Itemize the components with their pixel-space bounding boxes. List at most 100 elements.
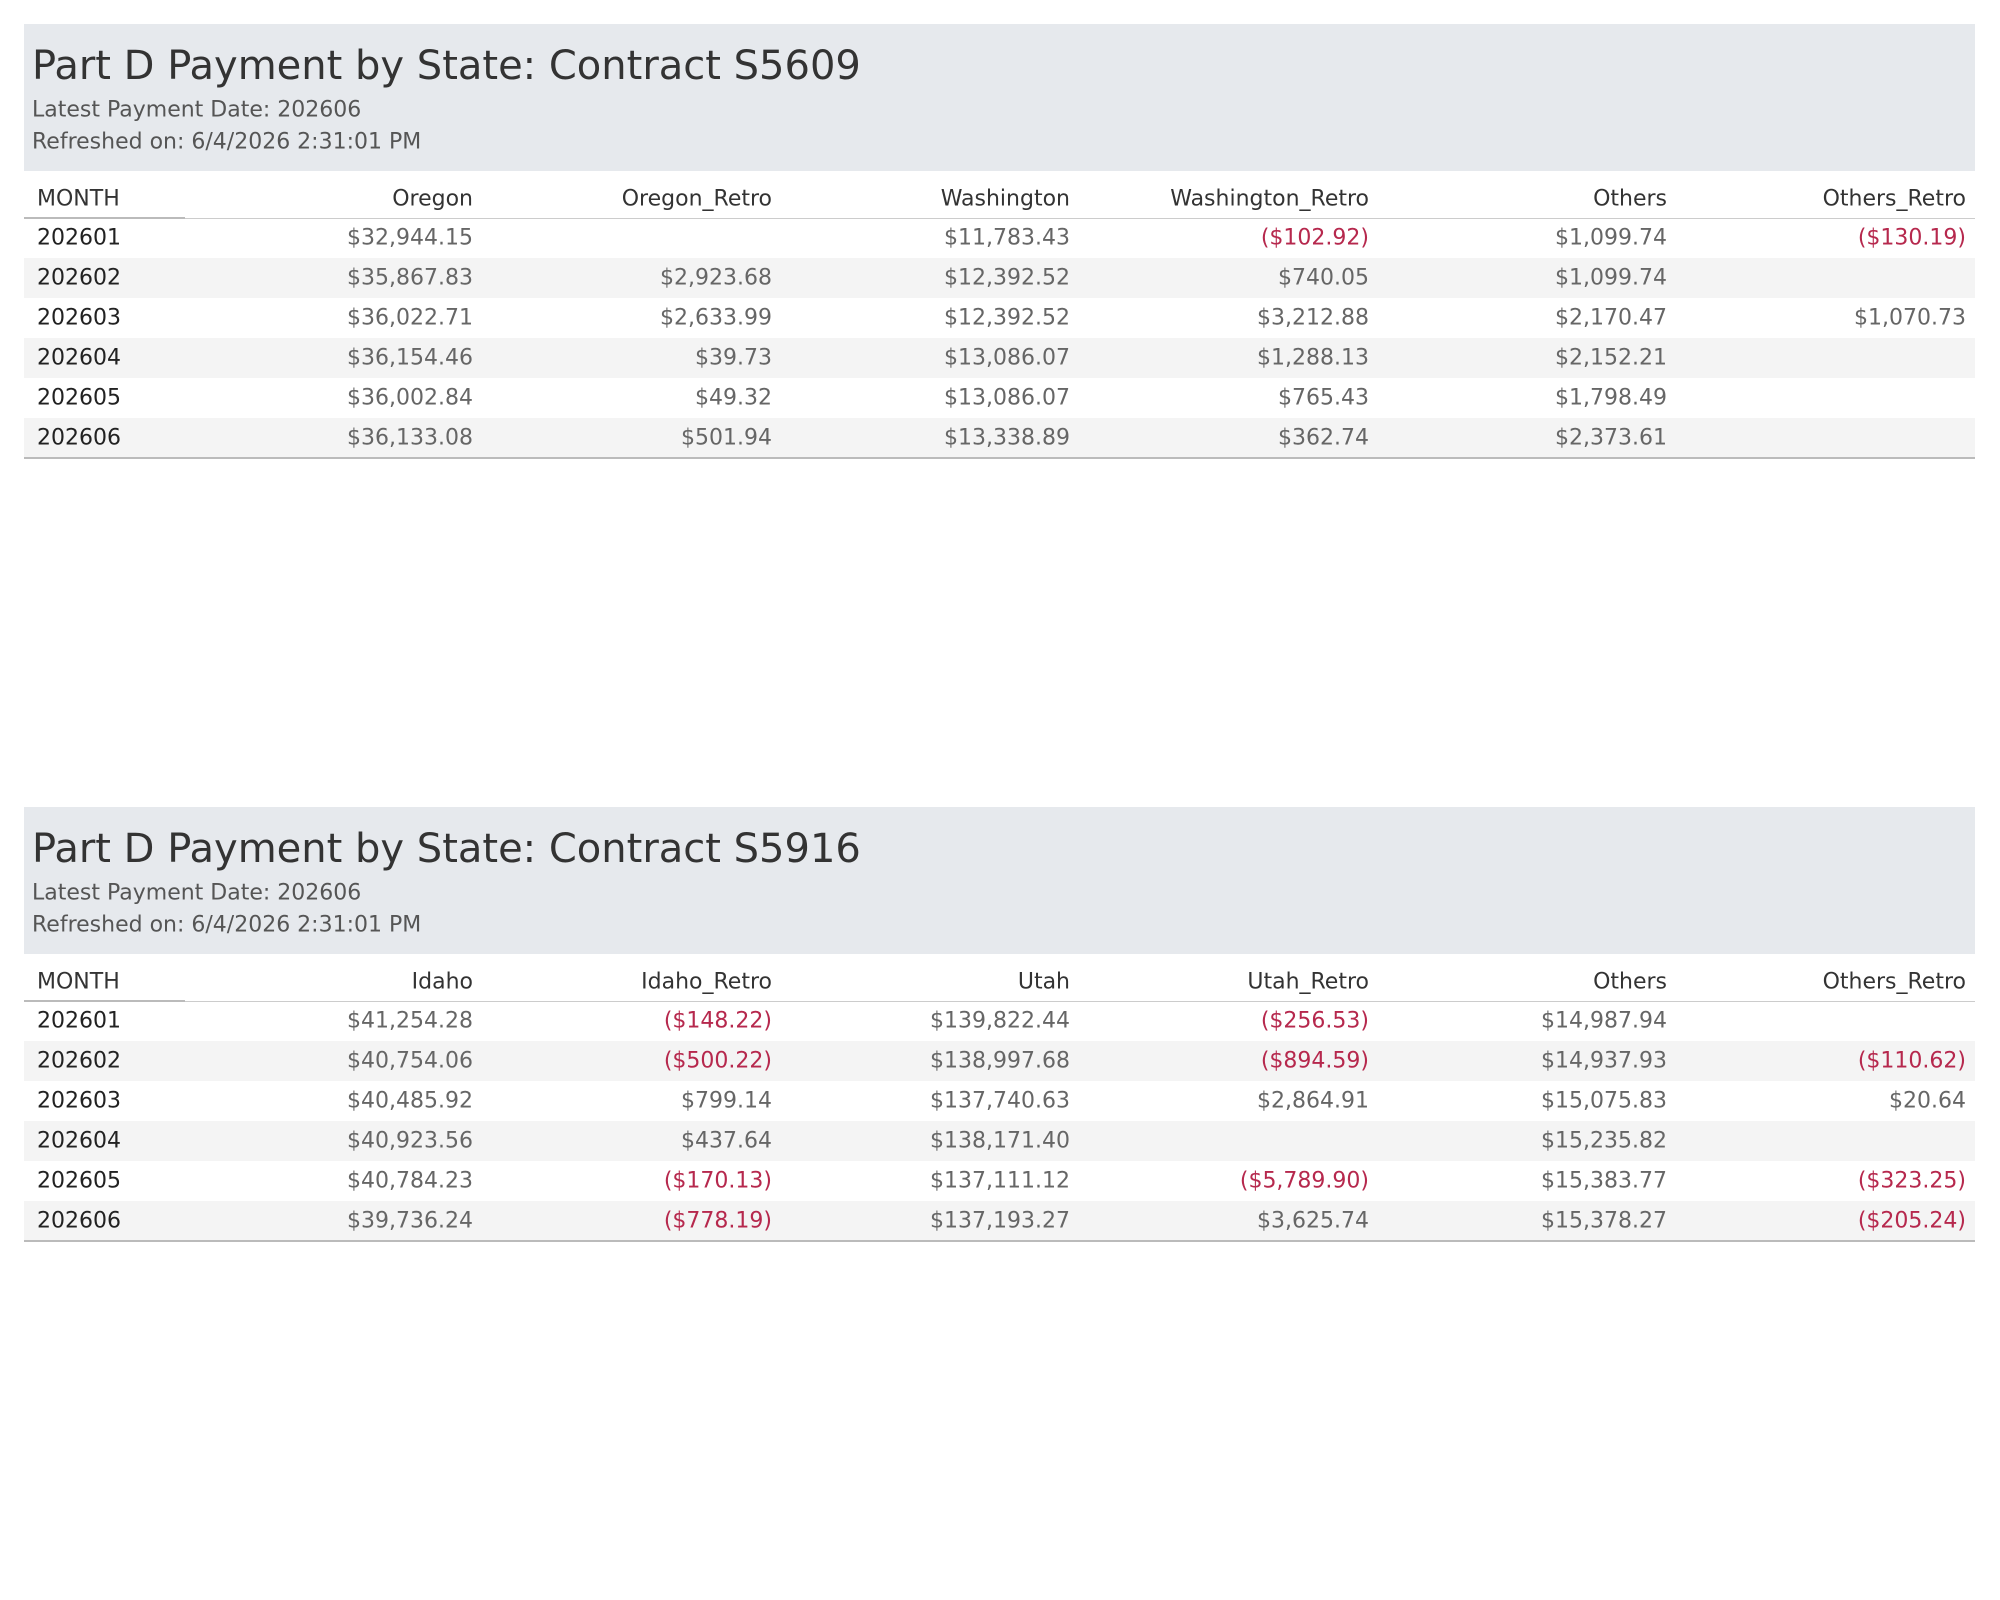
month-cell: 202605 bbox=[37, 385, 121, 411]
value-cell: $13,338.89 bbox=[944, 425, 1070, 451]
value-cell: ($778.19) bbox=[663, 1208, 772, 1234]
column-header: Oregon_Retro bbox=[621, 186, 772, 212]
row-band bbox=[24, 1041, 1975, 1081]
value-cell: $137,193.27 bbox=[930, 1208, 1070, 1234]
value-cell: ($205.24) bbox=[1857, 1208, 1966, 1234]
value-cell: ($256.53) bbox=[1260, 1008, 1369, 1034]
value-cell: $15,378.27 bbox=[1541, 1208, 1667, 1234]
value-cell: $40,923.56 bbox=[347, 1128, 473, 1154]
row-band bbox=[24, 338, 1975, 378]
value-cell: $2,170.47 bbox=[1555, 305, 1667, 331]
month-cell: 202601 bbox=[37, 225, 121, 251]
value-cell: $3,212.88 bbox=[1257, 305, 1369, 331]
value-cell: $2,864.91 bbox=[1257, 1088, 1369, 1114]
value-cell: $138,997.68 bbox=[930, 1048, 1070, 1074]
value-cell: $41,254.28 bbox=[347, 1008, 473, 1034]
value-cell: $13,086.07 bbox=[944, 385, 1070, 411]
value-cell: ($894.59) bbox=[1260, 1048, 1369, 1074]
value-cell: ($323.25) bbox=[1857, 1168, 1966, 1194]
value-cell: $39,736.24 bbox=[347, 1208, 473, 1234]
column-header: Others_Retro bbox=[1822, 186, 1966, 212]
value-cell: $12,392.52 bbox=[944, 265, 1070, 291]
month-cell: 202601 bbox=[37, 1008, 121, 1034]
value-cell: ($148.22) bbox=[663, 1008, 772, 1034]
value-cell: $36,002.84 bbox=[347, 385, 473, 411]
month-cell: 202603 bbox=[37, 1088, 121, 1114]
column-header: Utah bbox=[1017, 969, 1070, 995]
month-cell: 202604 bbox=[37, 1128, 121, 1154]
value-cell: ($102.92) bbox=[1260, 225, 1369, 251]
value-cell: $138,171.40 bbox=[930, 1128, 1070, 1154]
value-cell: $437.64 bbox=[681, 1128, 772, 1154]
column-header: Oregon bbox=[392, 186, 473, 212]
panel-header bbox=[24, 24, 1975, 171]
header-rule-month bbox=[24, 217, 185, 219]
value-cell: $49.32 bbox=[695, 385, 772, 411]
latest-date: Latest Payment Date: 202606 bbox=[32, 880, 362, 906]
value-cell: $39.73 bbox=[695, 345, 772, 371]
value-cell: ($110.62) bbox=[1857, 1048, 1966, 1074]
value-cell: $15,075.83 bbox=[1541, 1088, 1667, 1114]
panel-header bbox=[24, 807, 1975, 954]
value-cell: $40,754.06 bbox=[347, 1048, 473, 1074]
column-header: Washington bbox=[940, 186, 1070, 212]
value-cell: $2,923.68 bbox=[660, 265, 772, 291]
value-cell: $1,099.74 bbox=[1555, 225, 1667, 251]
value-cell: $2,373.61 bbox=[1555, 425, 1667, 451]
value-cell: $40,485.92 bbox=[347, 1088, 473, 1114]
value-cell: $36,133.08 bbox=[347, 425, 473, 451]
value-cell: $799.14 bbox=[681, 1088, 772, 1114]
value-cell: $1,798.49 bbox=[1555, 385, 1667, 411]
value-cell: $2,152.21 bbox=[1555, 345, 1667, 371]
value-cell: $137,111.12 bbox=[930, 1168, 1070, 1194]
column-header: MONTH bbox=[37, 186, 120, 212]
value-cell: $35,867.83 bbox=[347, 265, 473, 291]
value-cell: $13,086.07 bbox=[944, 345, 1070, 371]
value-cell: $12,392.52 bbox=[944, 305, 1070, 331]
table-bottom bbox=[24, 457, 1975, 459]
refreshed: Refreshed on: 6/4/2026 2:31:01 PM bbox=[32, 129, 422, 155]
value-cell: $36,154.46 bbox=[347, 345, 473, 371]
value-cell: $14,987.94 bbox=[1541, 1008, 1667, 1034]
value-cell: $3,625.74 bbox=[1257, 1208, 1369, 1234]
month-cell: 202603 bbox=[37, 305, 121, 331]
month-cell: 202602 bbox=[37, 265, 121, 291]
value-cell: $36,022.71 bbox=[347, 305, 473, 331]
row-band bbox=[24, 1121, 1975, 1161]
column-header: Idaho_Retro bbox=[641, 969, 772, 995]
value-cell: $139,822.44 bbox=[930, 1008, 1070, 1034]
month-cell: 202602 bbox=[37, 1048, 121, 1074]
month-cell: 202606 bbox=[37, 425, 121, 451]
value-cell: $11,783.43 bbox=[944, 225, 1070, 251]
value-cell: $14,937.93 bbox=[1541, 1048, 1667, 1074]
value-cell: $362.74 bbox=[1278, 425, 1369, 451]
column-header: Idaho bbox=[411, 969, 473, 995]
column-header: MONTH bbox=[37, 969, 120, 995]
value-cell: $15,383.77 bbox=[1541, 1168, 1667, 1194]
column-header: Washington_Retro bbox=[1170, 186, 1369, 212]
month-cell: 202604 bbox=[37, 345, 121, 371]
panel-title: Part D Payment by State: Contract S5916 bbox=[32, 826, 861, 872]
refreshed: Refreshed on: 6/4/2026 2:31:01 PM bbox=[32, 912, 422, 938]
header-rule-month bbox=[24, 1000, 185, 1002]
row-band bbox=[24, 258, 1975, 298]
value-cell: $2,633.99 bbox=[660, 305, 772, 331]
value-cell: $15,235.82 bbox=[1541, 1128, 1667, 1154]
latest-date: Latest Payment Date: 202606 bbox=[32, 97, 362, 123]
value-cell: ($170.13) bbox=[663, 1168, 772, 1194]
value-cell: $137,740.63 bbox=[930, 1088, 1070, 1114]
value-cell: $40,784.23 bbox=[347, 1168, 473, 1194]
value-cell: $1,099.74 bbox=[1555, 265, 1667, 291]
value-cell: ($500.22) bbox=[663, 1048, 772, 1074]
column-header: Others bbox=[1593, 186, 1667, 212]
table-bottom bbox=[24, 1240, 1975, 1242]
value-cell: $20.64 bbox=[1889, 1088, 1966, 1114]
row-band bbox=[24, 1201, 1975, 1241]
value-cell: $740.05 bbox=[1278, 265, 1369, 291]
column-header: Utah_Retro bbox=[1247, 969, 1369, 995]
row-band bbox=[24, 418, 1975, 458]
column-header: Others bbox=[1593, 969, 1667, 995]
column-header: Others_Retro bbox=[1822, 969, 1966, 995]
value-cell: ($5,789.90) bbox=[1239, 1168, 1369, 1194]
